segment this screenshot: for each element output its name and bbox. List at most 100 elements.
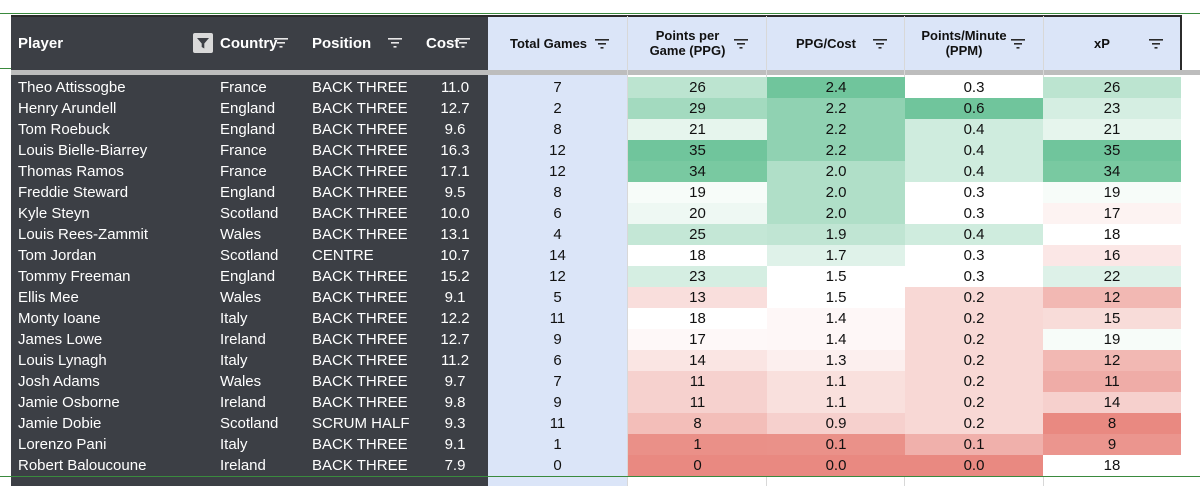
player-cell[interactable]: Louis Bielle-Biarrey [18,142,148,159]
ppm-cell[interactable]: 0.3 [905,245,1043,266]
cost-cell[interactable]: 9.8 [444,394,466,411]
xp-cell[interactable]: 8 [1043,413,1181,434]
player-cell[interactable]: Monty Ioane [18,310,101,327]
total-games-cell[interactable]: 14 [549,247,566,264]
position-cell[interactable]: BACK THREE [312,184,408,201]
position-cell[interactable]: BACK THREE [312,142,408,159]
filter-icon[interactable] [1149,38,1163,50]
country-cell[interactable]: England [220,100,276,117]
country-cell[interactable]: England [220,184,276,201]
ppg-cell[interactable]: 23 [628,266,767,287]
ppg-cost-cell[interactable]: 2.2 [767,98,905,119]
xp-cell[interactable]: 22 [1043,266,1181,287]
table-row[interactable]: James Lowe Ireland BACK THREE 12.7 9 17 … [11,329,1181,350]
table-row[interactable]: Tom Roebuck England BACK THREE 9.6 8 21 … [11,119,1181,140]
ppg-cost-cell[interactable]: 2.0 [767,161,905,182]
table-row[interactable]: Thomas Ramos France BACK THREE 17.1 12 3… [11,161,1181,182]
ppm-cell[interactable]: 0.6 [905,98,1043,119]
filter-icon[interactable] [734,38,748,50]
header-country[interactable]: Country [220,16,290,70]
ppm-cell[interactable]: 0.2 [905,308,1043,329]
table-row[interactable]: Louis Bielle-Biarrey France BACK THREE 1… [11,140,1181,161]
total-games-cell[interactable]: 12 [549,163,566,180]
total-games-cell[interactable]: 0 [553,457,562,474]
table-row[interactable]: Henry Arundell England BACK THREE 12.7 2… [11,98,1181,119]
position-cell[interactable]: BACK THREE [312,310,408,327]
ppg-cost-cell[interactable]: 0.1 [767,434,905,455]
xp-cell[interactable]: 16 [1043,245,1181,266]
xp-cell[interactable]: 23 [1043,98,1181,119]
ppg-cell[interactable]: 11 [628,392,767,413]
xp-cell[interactable]: 21 [1043,119,1181,140]
total-games-cell[interactable]: 7 [553,79,562,96]
ppm-cell[interactable]: 0.2 [905,413,1043,434]
cost-cell[interactable]: 10.0 [440,205,470,222]
ppm-cell[interactable]: 0.2 [905,287,1043,308]
player-cell[interactable]: Louis Lynagh [18,352,107,369]
player-cell[interactable]: Jamie Dobie [18,415,102,432]
country-cell[interactable]: Italy [220,436,248,453]
xp-cell[interactable]: 18 [1043,224,1181,245]
ppg-cell[interactable]: 19 [628,182,767,203]
table-row[interactable]: Tom Jordan Scotland CENTRE 10.7 14 18 1.… [11,245,1181,266]
table-row[interactable]: Louis Rees-Zammit Wales BACK THREE 13.1 … [11,224,1181,245]
ppg-cost-cell[interactable]: 0.9 [767,413,905,434]
total-games-cell[interactable]: 12 [549,142,566,159]
country-cell[interactable]: England [220,121,276,138]
xp-cell[interactable]: 34 [1043,161,1181,182]
ppm-cell[interactable]: 0.4 [905,119,1043,140]
total-games-cell[interactable]: 11 [549,310,566,327]
country-cell[interactable]: Italy [220,352,248,369]
table-row[interactable]: Josh Adams Wales BACK THREE 9.7 7 11 1.1… [11,371,1181,392]
total-games-cell[interactable]: 1 [553,436,562,453]
ppm-cell[interactable]: 0.4 [905,224,1043,245]
xp-cell[interactable]: 12 [1043,350,1181,371]
table-row[interactable]: Monty Ioane Italy BACK THREE 12.2 11 18 … [11,308,1181,329]
player-cell[interactable]: Tom Roebuck [18,121,110,138]
country-cell[interactable]: Scotland [220,415,279,432]
table-row[interactable]: Robert Baloucoune Ireland BACK THREE 7.9… [11,455,1181,476]
ppg-cell[interactable]: 21 [628,119,767,140]
ppg-cell[interactable]: 18 [628,308,767,329]
ppm-cell[interactable]: 0.2 [905,392,1043,413]
filter-icon[interactable] [388,37,402,49]
xp-cell[interactable]: 18 [1043,455,1181,476]
country-cell[interactable]: England [220,268,276,285]
country-cell[interactable]: Ireland [220,457,266,474]
filter-icon[interactable] [456,37,470,49]
ppg-cell[interactable]: 11 [628,371,767,392]
cost-cell[interactable]: 17.1 [440,163,470,180]
player-cell[interactable]: James Lowe [18,331,103,348]
xp-cell[interactable]: 12 [1043,287,1181,308]
ppm-cell[interactable]: 0.2 [905,350,1043,371]
player-cell[interactable]: Tommy Freeman [18,268,131,285]
position-cell[interactable]: CENTRE [312,247,374,264]
xp-cell[interactable]: 19 [1043,182,1181,203]
xp-cell[interactable]: 17 [1043,203,1181,224]
cost-cell[interactable]: 9.1 [444,289,466,306]
ppm-cell[interactable]: 0.2 [905,371,1043,392]
player-cell[interactable]: Jamie Osborne [18,394,120,411]
position-cell[interactable]: BACK THREE [312,373,408,390]
position-cell[interactable]: BACK THREE [312,289,408,306]
ppg-cost-cell[interactable]: 1.4 [767,329,905,350]
ppg-cost-cell[interactable]: 1.9 [767,224,905,245]
cost-cell[interactable]: 9.6 [444,121,466,138]
position-cell[interactable]: BACK THREE [312,394,408,411]
table-row[interactable]: Jamie Dobie Scotland SCRUM HALF 9.3 11 8… [11,413,1181,434]
ppg-cell[interactable]: 13 [628,287,767,308]
country-cell[interactable]: Wales [220,226,262,243]
ppg-cell[interactable]: 8 [628,413,767,434]
position-cell[interactable]: BACK THREE [312,121,408,138]
total-games-cell[interactable]: 5 [553,289,562,306]
ppg-cost-cell[interactable]: 2.2 [767,140,905,161]
table-row[interactable]: Freddie Steward England BACK THREE 9.5 8… [11,182,1181,203]
ppg-cell[interactable]: 18 [628,245,767,266]
ppg-cell[interactable]: 34 [628,161,767,182]
ppg-cell[interactable]: 35 [628,140,767,161]
ppg-cell[interactable]: 20 [628,203,767,224]
country-cell[interactable]: Wales [220,373,262,390]
position-cell[interactable]: BACK THREE [312,79,408,96]
ppg-cell[interactable]: 14 [628,350,767,371]
ppg-cell[interactable]: 0 [628,455,767,476]
